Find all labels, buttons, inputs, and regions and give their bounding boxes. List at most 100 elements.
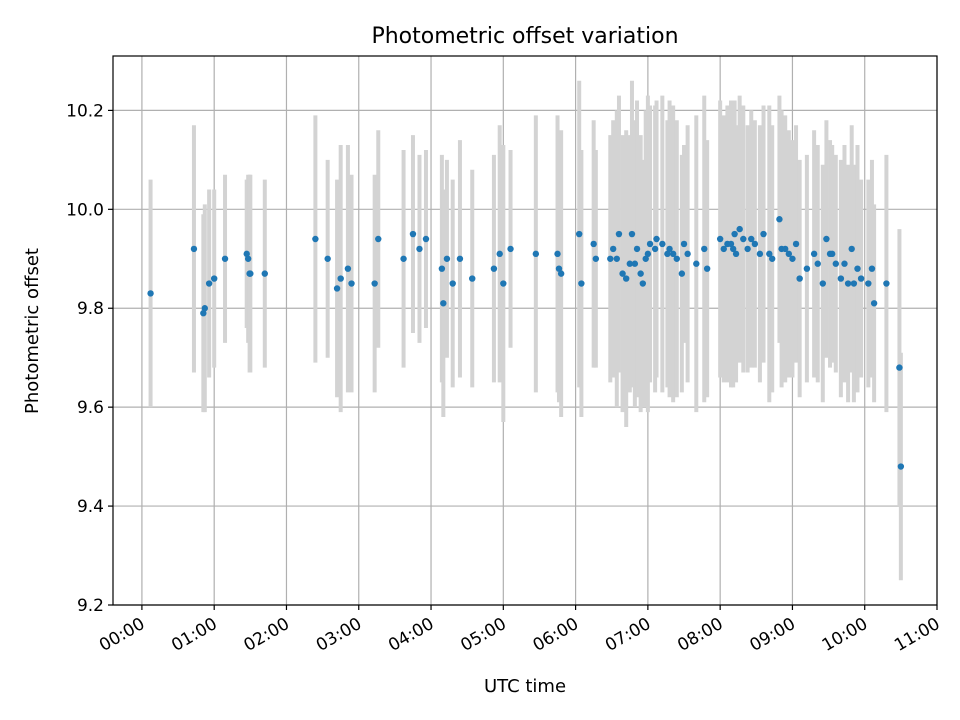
data-point: [666, 245, 673, 253]
data-point: [333, 285, 341, 292]
data-point: [609, 245, 617, 253]
data-point: [344, 265, 352, 272]
data-point: [190, 245, 198, 253]
data-point: [639, 280, 647, 287]
data-point: [850, 280, 858, 287]
data-point: [727, 240, 735, 248]
data-point: [456, 255, 464, 262]
data-point: [789, 255, 796, 262]
data-point: [678, 270, 686, 277]
data-point: [896, 364, 903, 371]
data-point: [720, 245, 727, 253]
data-point: [848, 245, 855, 253]
data-point: [814, 260, 821, 267]
data-point: [631, 260, 639, 267]
data-point: [247, 270, 254, 277]
data-point: [490, 265, 498, 272]
data-point: [897, 463, 905, 470]
data-point: [626, 260, 634, 267]
data-point: [651, 245, 659, 253]
data-point: [147, 290, 154, 297]
data-point: [416, 245, 423, 253]
y-tick-label: 10.2: [66, 101, 104, 121]
data-point: [732, 250, 740, 258]
data-point: [422, 235, 430, 243]
data-point: [646, 240, 654, 248]
data-point: [615, 230, 623, 238]
data-point: [731, 230, 738, 238]
y-tick-label: 10.0: [66, 200, 104, 220]
data-point: [736, 225, 743, 233]
data-point: [810, 250, 818, 258]
y-tick-label: 9.8: [77, 299, 104, 319]
data-point: [760, 230, 767, 238]
data-point: [449, 280, 456, 287]
data-point: [785, 250, 793, 258]
data-point: [201, 305, 208, 312]
data-point: [701, 245, 708, 253]
data-point: [637, 270, 644, 277]
data-point: [500, 280, 507, 287]
plot-frame: [112, 55, 938, 606]
data-point: [324, 255, 331, 262]
data-point: [883, 280, 890, 287]
data-point: [828, 250, 836, 258]
data-point: [716, 235, 724, 243]
data-point: [796, 275, 803, 282]
data-point: [210, 275, 218, 282]
data-point: [496, 250, 503, 258]
data-point: [659, 240, 666, 248]
data-point: [644, 250, 652, 258]
data-point: [751, 240, 759, 248]
data-point: [854, 265, 861, 272]
data-point: [607, 255, 614, 262]
data-point: [756, 250, 764, 258]
x-axis-label: UTC time: [484, 676, 566, 697]
data-point: [554, 250, 561, 258]
data-point: [729, 245, 737, 253]
data-point: [664, 250, 671, 258]
data-point: [673, 255, 680, 262]
data-point: [409, 230, 417, 238]
data-point: [555, 265, 563, 272]
data-point: [819, 280, 826, 287]
data-point: [684, 250, 691, 258]
data-point: [823, 235, 830, 243]
data-point: [703, 265, 711, 272]
data-point: [868, 265, 876, 272]
data-point: [371, 280, 378, 287]
data-point: [400, 255, 407, 262]
data-point: [792, 240, 800, 248]
data-point: [557, 270, 565, 277]
data-point: [776, 216, 783, 223]
data-point: [613, 255, 620, 262]
y-axis-label: Photometric offset: [22, 248, 43, 414]
data-point: [443, 255, 451, 262]
data-point: [865, 280, 872, 287]
data-point: [844, 280, 852, 287]
data-point: [348, 280, 355, 287]
data-point: [578, 280, 585, 287]
data-point: [619, 270, 626, 277]
data-point: [740, 235, 747, 243]
data-point: [841, 260, 848, 267]
data-point: [440, 300, 447, 307]
data-point: [837, 275, 845, 282]
data-point: [261, 270, 268, 277]
data-point: [832, 260, 840, 267]
data-point: [680, 240, 688, 248]
data-point: [590, 240, 597, 248]
data-point: [337, 275, 344, 282]
data-point: [221, 255, 229, 262]
data-point: [592, 255, 600, 262]
data-point: [205, 280, 213, 287]
data-point: [744, 245, 751, 253]
data-point: [628, 230, 636, 238]
y-tick-label: 9.2: [77, 596, 104, 616]
data-point: [782, 245, 789, 253]
data-point: [642, 255, 649, 262]
data-point: [857, 275, 865, 282]
data-point: [748, 235, 755, 243]
data-point: [622, 275, 630, 282]
